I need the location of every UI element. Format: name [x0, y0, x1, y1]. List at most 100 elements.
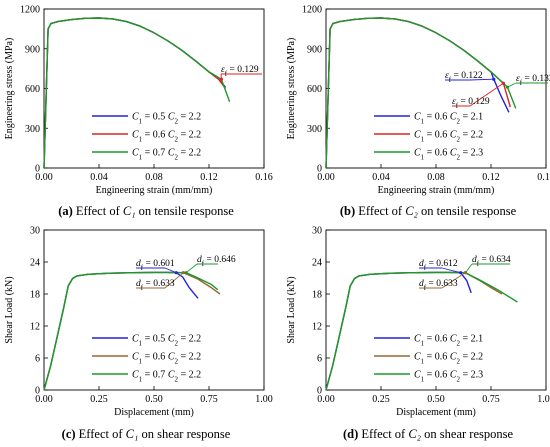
- panel-caption: (b) Effect of C₂ on tensile response: [340, 204, 517, 218]
- annotation-leader: [185, 263, 198, 274]
- annotation-leader: [469, 78, 494, 81]
- legend-label: C1 = 0.7 C2 = 2.2: [132, 370, 201, 384]
- y-axis-title: Engineering stress (MPa): [4, 38, 15, 140]
- x-tick-label: 0.16: [537, 172, 550, 183]
- y-tick-label: 18: [312, 290, 322, 301]
- series-line-1: [43, 17, 227, 169]
- panel-caption: (c) Effect of C₁ on shear response: [62, 427, 231, 441]
- y-tick-label: 18: [30, 290, 40, 301]
- x-tick-label: 0.50: [145, 394, 163, 405]
- y-axis-title: Shear Load (kN): [286, 276, 297, 343]
- panel-caption: (d) Effect of C₂ on shear response: [343, 427, 514, 441]
- annotation-leader: [469, 82, 504, 107]
- y-axis-title: Shear Load (kN): [4, 276, 15, 343]
- y-tick-label: 300: [25, 124, 40, 135]
- y-tick-label: 12: [312, 322, 322, 333]
- legend-label: C1 = 0.6 C2 = 2.2: [132, 130, 201, 144]
- annotation-label: df = 0.633: [136, 279, 175, 292]
- series-line-3: [43, 17, 231, 169]
- x-tick-label: 0.08: [427, 172, 445, 183]
- annotation-label: εf = 0.129: [452, 97, 490, 110]
- x-tick-label: 1.00: [255, 394, 273, 405]
- chart-panel-b: 0.00 0.04 0.08 0.12 0.16 0 300 600 900 1200 Engine…: [286, 5, 550, 219]
- y-tick-label: 24: [312, 258, 322, 269]
- y-tick-label: 6: [317, 354, 322, 365]
- legend-label: C1 = 0.6 C2 = 2.3: [414, 148, 483, 162]
- y-tick-label: 6: [35, 354, 40, 365]
- fracture-marker: [459, 271, 463, 275]
- x-tick-label: 0.00: [35, 394, 53, 405]
- fracture-marker: [219, 77, 223, 81]
- annotation-label: df = 0.612: [419, 259, 458, 272]
- series-line-3: [43, 271, 219, 391]
- annotation-leader: [164, 267, 177, 274]
- panel-caption: (a) Effect of C₁ on tensile response: [58, 204, 234, 218]
- fracture-marker: [501, 81, 505, 85]
- x-tick-label: 0.75: [200, 394, 218, 405]
- y-tick-label: 30: [312, 226, 322, 237]
- x-tick-label: 0.25: [372, 394, 390, 405]
- x-tick-label: 0.08: [145, 172, 163, 183]
- x-tick-label: 0.16: [255, 172, 273, 183]
- annotation-leader: [441, 267, 461, 274]
- legend-label: C1 = 0.6 C2 = 2.1: [414, 112, 483, 126]
- annotation-label: εf = 0.129: [221, 65, 259, 78]
- x-tick-label: 0.12: [482, 172, 500, 183]
- x-axis-title: Displacement (mm): [396, 407, 476, 418]
- y-tick-label: 24: [30, 258, 40, 269]
- x-tick-label: 0.04: [372, 172, 390, 183]
- series-line-2: [325, 17, 511, 169]
- legend-label: C1 = 0.6 C2 = 2.1: [414, 334, 483, 348]
- annotation-leader: [164, 272, 184, 289]
- annotation-label: df = 0.634: [472, 255, 511, 268]
- fracture-marker: [505, 85, 510, 89]
- x-tick-label: 0.12: [200, 172, 218, 183]
- y-tick-label: 0: [35, 386, 40, 397]
- y-tick-label: 1200: [302, 5, 322, 16]
- fracture-marker: [184, 271, 188, 275]
- chart-panel-a: 0.00 0.04 0.08 0.12 0.16 0 300 600 900 1200 Engine…: [4, 5, 273, 219]
- plot-frame: [43, 229, 265, 391]
- legend-label: C1 = 0.6 C2 = 2.2: [132, 352, 201, 366]
- y-tick-label: 300: [307, 124, 322, 135]
- y-tick-label: 1200: [20, 5, 40, 16]
- series-line-3: [325, 271, 518, 391]
- annotation-label: εf = 0.132: [516, 74, 550, 87]
- x-tick-label: 0.75: [482, 394, 500, 405]
- y-tick-label: 30: [30, 226, 40, 237]
- y-tick-label: 600: [307, 84, 322, 95]
- y-axis-title: Engineering stress (MPa): [286, 38, 297, 140]
- chart-panel-d: 0.00 0.25 0.50 0.75 1.00 0 6 12 18 24 30 Displaceme…: [286, 226, 550, 442]
- series-line-1: [325, 17, 510, 169]
- annotation-leader: [465, 263, 473, 273]
- plot-frame: [325, 229, 547, 391]
- y-tick-label: 0: [317, 164, 322, 175]
- annotation-label: εf = 0.122: [445, 71, 483, 84]
- x-axis-title: Displacement (mm): [114, 407, 194, 418]
- x-tick-label: 0.00: [35, 172, 53, 183]
- x-tick-label: 0.00: [317, 394, 335, 405]
- fracture-marker: [463, 271, 467, 275]
- y-tick-label: 0: [35, 164, 40, 175]
- x-tick-label: 1.00: [537, 394, 550, 405]
- annotation-label: df = 0.601: [136, 259, 175, 272]
- legend-label: C1 = 0.6 C2 = 2.3: [414, 370, 483, 384]
- series-line-2: [43, 17, 227, 169]
- x-tick-label: 0.04: [90, 172, 108, 183]
- y-tick-label: 600: [25, 84, 40, 95]
- fracture-marker: [492, 77, 496, 81]
- series-line-3: [325, 17, 517, 169]
- legend-label: C1 = 0.5 C2 = 2.2: [132, 112, 201, 126]
- chart-panel-c: 0.00 0.25 0.50 0.75 1.00 0 6 12 18 24 30 Displaceme…: [4, 226, 273, 442]
- legend-label: C1 = 0.5 C2 = 2.2: [132, 334, 201, 348]
- fracture-marker: [181, 271, 185, 275]
- x-axis-title: Engineering strain (mm/mm): [378, 185, 495, 196]
- annotation-label: df = 0.646: [197, 255, 236, 268]
- x-tick-label: 0.00: [317, 172, 335, 183]
- fracture-marker: [174, 271, 178, 275]
- legend-label: C1 = 0.7 C2 = 2.2: [132, 148, 201, 162]
- legend-label: C1 = 0.6 C2 = 2.2: [414, 130, 483, 144]
- y-tick-label: 900: [25, 44, 40, 55]
- annotation-leader: [441, 272, 466, 289]
